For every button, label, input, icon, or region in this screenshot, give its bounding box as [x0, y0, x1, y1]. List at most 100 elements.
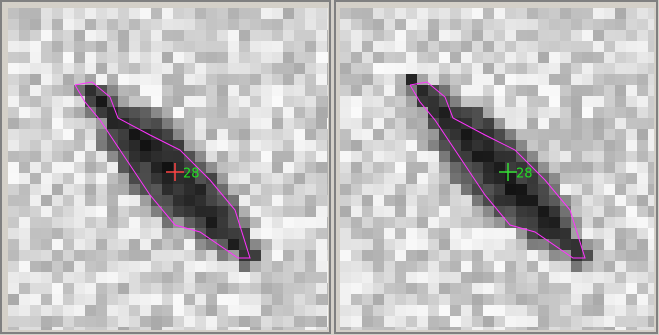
pixel	[30, 107, 41, 118]
pixel	[527, 239, 538, 250]
pixel	[472, 151, 483, 162]
pixel	[217, 63, 228, 74]
pixel	[571, 195, 582, 206]
pixel	[228, 19, 239, 30]
pixel	[538, 316, 549, 327]
pixel	[261, 63, 272, 74]
pixel	[615, 8, 626, 19]
pixel	[351, 74, 362, 85]
pixel	[384, 261, 395, 272]
pixel	[439, 8, 450, 19]
pixel	[351, 85, 362, 96]
pixel	[151, 85, 162, 96]
pixel	[184, 140, 195, 151]
pixel	[140, 162, 151, 173]
pixel	[272, 305, 283, 316]
pixel	[417, 294, 428, 305]
pixel	[461, 228, 472, 239]
pixel	[439, 52, 450, 63]
pixel	[85, 239, 96, 250]
pixel	[272, 85, 283, 96]
pixel	[63, 195, 74, 206]
pixel	[107, 74, 118, 85]
pixel	[406, 239, 417, 250]
pixel	[206, 261, 217, 272]
pixel	[173, 41, 184, 52]
pixel	[604, 217, 615, 228]
pixel	[184, 151, 195, 162]
pixel	[283, 63, 294, 74]
pixel	[395, 206, 406, 217]
pixel	[406, 52, 417, 63]
pixel	[428, 206, 439, 217]
pixel	[516, 85, 527, 96]
pixel	[615, 327, 626, 330]
pixel	[162, 96, 173, 107]
pixel	[41, 305, 52, 316]
pixel	[283, 41, 294, 52]
pixel	[140, 41, 151, 52]
pixel	[41, 151, 52, 162]
pixel	[8, 85, 19, 96]
pixel	[494, 41, 505, 52]
pixel	[648, 195, 654, 206]
pixel	[406, 63, 417, 74]
pixel	[340, 107, 351, 118]
pixel	[74, 217, 85, 228]
pixel	[340, 151, 351, 162]
pixel	[129, 30, 140, 41]
pixel	[527, 85, 538, 96]
pixel	[184, 184, 195, 195]
pixel	[30, 41, 41, 52]
pixel	[19, 63, 30, 74]
pixel	[615, 19, 626, 30]
pixel	[505, 173, 516, 184]
pixel	[184, 85, 195, 96]
pixel	[19, 19, 30, 30]
pixel	[560, 41, 571, 52]
pixel	[450, 19, 461, 30]
pixel	[395, 140, 406, 151]
pixel	[151, 261, 162, 272]
pixel	[351, 217, 362, 228]
pixel	[327, 272, 328, 283]
pixel	[129, 305, 140, 316]
pixel	[472, 118, 483, 129]
pixel	[494, 217, 505, 228]
pixel	[294, 52, 305, 63]
pixel	[582, 129, 593, 140]
pixel	[626, 217, 637, 228]
pixel	[151, 151, 162, 162]
pixel	[604, 19, 615, 30]
pixel	[351, 52, 362, 63]
pixel	[560, 151, 571, 162]
pixel	[472, 74, 483, 85]
pixel	[327, 206, 328, 217]
pixel	[417, 250, 428, 261]
pixel	[439, 305, 450, 316]
pixel	[41, 85, 52, 96]
pixel	[450, 162, 461, 173]
pixel	[637, 140, 648, 151]
pixel	[63, 129, 74, 140]
pixel	[362, 96, 373, 107]
pixel	[217, 206, 228, 217]
viewer: 28 28	[0, 0, 659, 335]
pixel	[52, 30, 63, 41]
pixel	[373, 195, 384, 206]
pixel	[261, 228, 272, 239]
pixel	[527, 8, 538, 19]
pixel	[239, 272, 250, 283]
pixel	[162, 118, 173, 129]
pixel	[593, 228, 604, 239]
pixel	[206, 63, 217, 74]
pixel	[351, 107, 362, 118]
pixel	[305, 195, 316, 206]
pixel	[173, 305, 184, 316]
pixel	[184, 118, 195, 129]
pixel	[129, 239, 140, 250]
pixel	[63, 162, 74, 173]
pixel	[527, 140, 538, 151]
pixel	[395, 173, 406, 184]
pixel	[560, 85, 571, 96]
